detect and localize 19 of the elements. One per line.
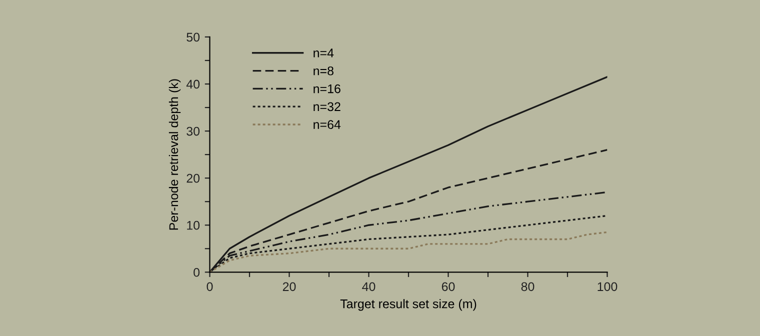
x-tick-label: 0 bbox=[206, 282, 213, 292]
x-tick-label: 80 bbox=[521, 282, 534, 292]
x-tick-label: 100 bbox=[598, 282, 618, 292]
x-tick-label: 60 bbox=[442, 282, 455, 292]
y-tick-label: 30 bbox=[186, 126, 200, 136]
x-axis-title: Target result set size (m) bbox=[340, 299, 476, 311]
legend-label: n=64 bbox=[314, 120, 341, 129]
y-axis-title: Per-node retrieval depth (k) bbox=[168, 79, 181, 230]
y-tick-label: 20 bbox=[186, 174, 200, 183]
x-tick-label: 20 bbox=[282, 282, 296, 292]
x-tick-label: 40 bbox=[362, 282, 376, 292]
legend-label: n=32 bbox=[314, 102, 340, 112]
y-tick-label: 40 bbox=[186, 80, 200, 89]
y-tick-label: 10 bbox=[187, 220, 200, 230]
legend-label: n=8 bbox=[314, 66, 334, 76]
legend-label: n=16 bbox=[314, 84, 340, 94]
y-tick-label: 0 bbox=[194, 268, 200, 277]
legend-label: n=4 bbox=[314, 48, 334, 58]
y-tick-label: 50 bbox=[186, 32, 200, 42]
